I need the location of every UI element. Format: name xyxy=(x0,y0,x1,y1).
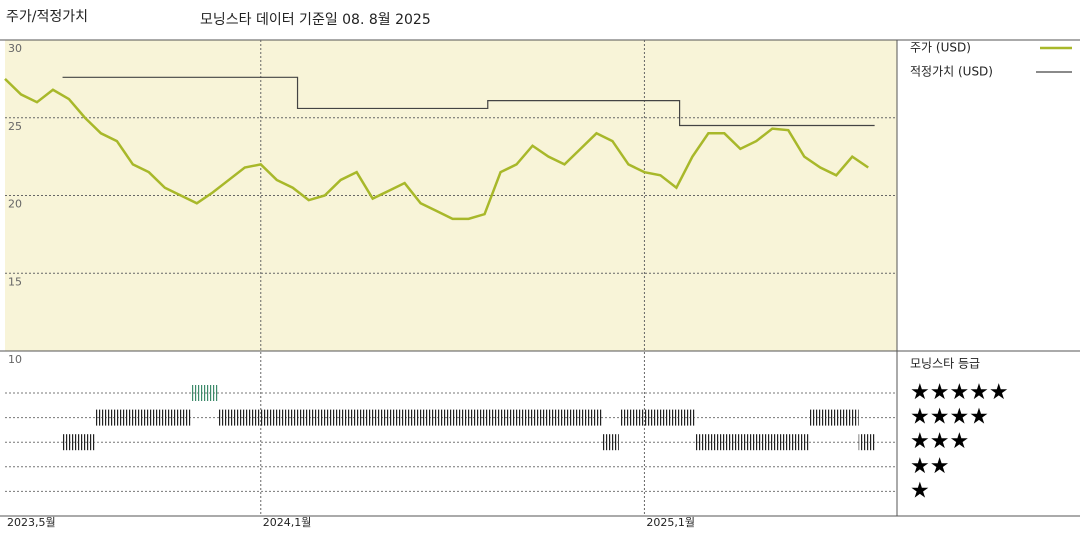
y-tick-label: 30 xyxy=(8,42,22,55)
star-legend: ★★★★ xyxy=(910,405,989,430)
x-tick-label: 2025,1월 xyxy=(646,516,695,529)
rating-bar xyxy=(602,434,619,451)
rating-bar xyxy=(217,409,603,426)
legend-label: 적정가치 (USD) xyxy=(910,65,993,79)
series-line xyxy=(62,76,875,127)
rating-bar xyxy=(190,385,218,401)
y-tick-label: 25 xyxy=(8,120,22,133)
star-legend: ★★ xyxy=(910,454,949,479)
chart-title: 주가/적정가치 xyxy=(6,9,88,25)
rating-bar xyxy=(858,434,875,451)
x-tick-label: 2024,1월 xyxy=(263,516,312,529)
rating-bar xyxy=(94,409,191,426)
rating-bar xyxy=(809,409,859,426)
rating-bar xyxy=(620,409,696,426)
x-tick-label: 2023,5월 xyxy=(7,516,56,529)
rating-bar xyxy=(62,434,95,451)
chart-subtitle: 모닝스타 데이터 기준일 08. 8월 2025 xyxy=(200,12,431,28)
rating-title: 모닝스타 등급 xyxy=(910,357,980,371)
star-legend: ★ xyxy=(910,478,930,503)
rating-bar xyxy=(695,434,810,451)
star-legend: ★★★ xyxy=(910,429,969,454)
y-tick-label: 10 xyxy=(8,353,22,366)
series-line xyxy=(4,77,869,221)
legend-label: 주가 (USD) xyxy=(910,41,971,55)
star-legend: ★★★★★ xyxy=(910,380,1009,405)
y-tick-label: 20 xyxy=(8,198,22,211)
y-tick-label: 15 xyxy=(8,275,22,288)
